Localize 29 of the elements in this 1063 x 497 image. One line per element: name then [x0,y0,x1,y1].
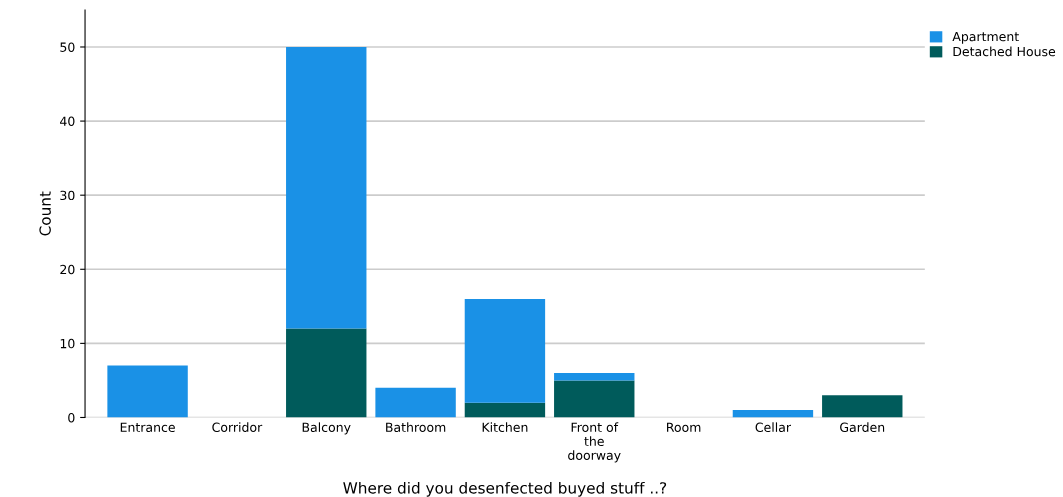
legend-label: Apartment [952,32,1019,44]
x-tick-label: Bathroom [386,422,446,433]
bar [732,410,814,418]
y-axis-title: Count [39,191,51,236]
bar [554,380,635,418]
y-tick-label: 30 [60,190,75,201]
bar [464,298,546,403]
y-tick-label: 0 [68,412,75,423]
x-tick-label: Garden [840,422,885,433]
y-tick-label: 40 [60,116,75,127]
bar [286,328,367,418]
y-tick-label: 50 [60,42,75,52]
x-tick-label: Entrance [120,422,175,433]
x-tick-label: Balcony [302,422,351,435]
bar [464,402,546,418]
bar [375,387,456,418]
x-tick-label: Cellar [755,422,792,433]
bar [822,395,903,418]
bar [286,46,367,329]
bar [554,373,635,381]
x-tick-label: Room [667,422,701,433]
x-axis-title: Where did you desenfected buyed stuff ..? [343,481,667,497]
x-tick-label: Corridor [212,422,263,433]
x-tick-label: Kitchen [482,422,528,433]
y-tick-label: 20 [60,264,75,275]
x-tick-label: Front of the doorway [568,422,621,463]
y-tick-label: 10 [60,338,75,349]
legend-label: Detached House [953,46,1056,57]
bar [107,365,188,418]
